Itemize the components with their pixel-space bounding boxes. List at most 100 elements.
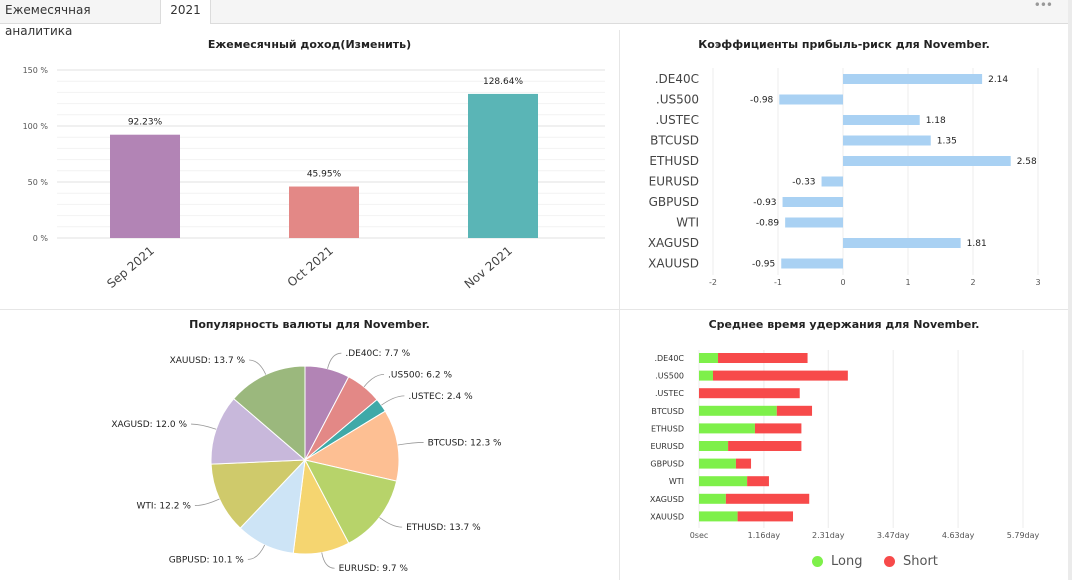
x-tick-label: 4.63day	[942, 531, 975, 540]
x-tick-label: Oct 2021	[285, 244, 336, 290]
pie-slice	[233, 365, 306, 462]
bar	[843, 156, 1011, 166]
chart-title: Популярность валюты для November.	[189, 318, 430, 331]
slice-label: XAUUSD: 13.7 %	[170, 356, 246, 366]
leader-line	[379, 517, 403, 528]
bar	[782, 197, 843, 207]
y-tick-label: 100 %	[23, 122, 49, 131]
profit-risk-panel: Коэффициенты прибыль-риск для November.	[620, 30, 1068, 309]
y-tick-label: .US500	[655, 372, 684, 381]
slice-label: BTCUSD: 12.3 %	[428, 438, 502, 448]
bar-segment	[737, 511, 794, 522]
holding-time-panel: Среднее время удержания для November.	[620, 310, 1068, 580]
x-tick-label: 0	[840, 278, 845, 287]
data-label: -0.98	[750, 96, 774, 106]
bar	[468, 93, 538, 238]
y-tick-label: 50 %	[28, 178, 49, 187]
bar-segment	[712, 370, 848, 381]
y-tick-label: BTCUSD	[650, 134, 699, 148]
data-label: -0.93	[753, 198, 776, 208]
data-label: 1.18	[926, 116, 946, 126]
bar-segment	[699, 405, 777, 416]
tab-2021[interactable]: 2021	[161, 0, 211, 24]
data-label: -0.33	[792, 178, 815, 188]
y-tick-label: XAGUSD	[648, 236, 699, 250]
bar-segment	[747, 476, 769, 487]
x-tick-label: Sep 2021	[104, 244, 157, 291]
bar-segment	[699, 493, 726, 504]
data-label: 1.81	[967, 239, 987, 249]
bar-segment	[699, 441, 729, 451]
x-tick-label: 3	[1035, 278, 1040, 287]
bar	[843, 238, 961, 248]
y-tick-label: XAGUSD	[650, 495, 684, 504]
y-tick-label: 0 %	[33, 234, 49, 243]
slice-label: .DE40C: 7.7 %	[345, 349, 410, 359]
y-tick-label: EURUSD	[649, 175, 699, 189]
leader-line	[247, 544, 266, 560]
bar	[779, 94, 843, 105]
bar	[110, 134, 180, 238]
leader-line	[194, 498, 220, 506]
slice-label: GBPUSD: 10.1 %	[169, 555, 245, 565]
data-label: 92.23%	[128, 118, 163, 128]
x-tick-label: 2	[970, 278, 975, 287]
y-tick-label: EURUSD	[650, 442, 684, 451]
y-tick-label: WTI	[676, 216, 699, 230]
y-tick-label: WTI	[669, 477, 684, 486]
y-tick-label: BTCUSD	[651, 407, 684, 416]
scrollbar[interactable]	[1068, 0, 1072, 580]
y-tick-label: XAUUSD	[650, 512, 684, 521]
bar-segment	[699, 353, 719, 363]
pie-slice	[210, 398, 307, 465]
y-tick-label: .DE40C	[655, 72, 699, 86]
data-label: -0.95	[752, 260, 775, 270]
bar-segment	[735, 458, 752, 469]
leader-line	[321, 552, 335, 569]
slice-label: ETHUSD: 13.7 %	[406, 523, 481, 533]
slice-label: .US500: 6.2 %	[388, 370, 452, 380]
more-dots-icon[interactable]: •••	[1033, 0, 1053, 12]
pie-slice	[304, 459, 398, 544]
y-tick-label: .USTEC	[655, 113, 699, 127]
leader-line	[191, 423, 217, 430]
tab-bar: Ежемесячная аналитика 2021 •••	[0, 0, 1072, 38]
bar-segment	[699, 458, 736, 469]
slice-label: EURUSD: 9.7 %	[339, 564, 409, 574]
bar	[843, 115, 920, 125]
bar-segment	[776, 405, 813, 416]
leader-line	[249, 359, 267, 375]
bar-segment	[718, 353, 808, 363]
bar-segment	[699, 370, 713, 381]
leader-line	[397, 442, 424, 446]
y-tick-label: ETHUSD	[649, 154, 699, 168]
bar-segment	[699, 388, 800, 399]
divider	[0, 309, 1068, 310]
y-tick-label: GBPUSD	[649, 195, 699, 209]
monthly-income-chart: 0 % 50 % 100 % 150 % 92.23% Sep 2021 45.95% Oct…	[23, 66, 605, 291]
bar	[821, 176, 843, 187]
y-tick-label: 150 %	[23, 66, 49, 75]
data-label: 2.14	[988, 75, 1008, 85]
x-tick-label: 2.31day	[812, 531, 845, 540]
y-tick-label: .US500	[656, 93, 699, 107]
y-tick-label: .DE40C	[654, 354, 684, 363]
currency-popularity-panel: Популярность валюты для November.	[0, 310, 619, 580]
data-label: 2.58	[1017, 157, 1037, 167]
monthly-income-panel: Ежемесячный доход(Изменить)	[0, 30, 619, 309]
chart-title: Ежемесячный доход(Изменить)	[207, 38, 412, 51]
pie-slice	[210, 459, 307, 529]
legend-short[interactable]: Short	[884, 554, 938, 569]
x-tick-label: 1.16day	[748, 531, 781, 540]
currency-popularity-chart: .DE40C: 7.7 % .US500: 6.2 % .USTEC: 2.4 % B…	[111, 349, 502, 574]
leader-line	[381, 395, 405, 406]
y-tick-label: XAUUSD	[648, 257, 699, 271]
bar-segment	[699, 476, 748, 487]
bar-segment	[725, 493, 810, 504]
bar-segment	[728, 441, 802, 451]
legend-long[interactable]: Long	[812, 554, 862, 569]
legend-short-marker	[884, 556, 895, 567]
tab-monthly-analytics[interactable]: Ежемесячная аналитика	[0, 0, 161, 38]
bar	[785, 217, 843, 228]
chart-title: Коэффициенты прибыль-риск для November.	[698, 38, 990, 51]
